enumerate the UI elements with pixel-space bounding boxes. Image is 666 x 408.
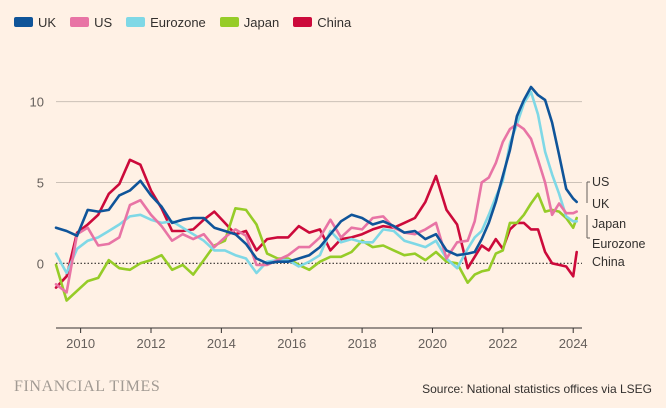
x-tick-label-2012: 2012	[137, 336, 166, 351]
x-tick-label-2024: 2024	[559, 336, 588, 351]
x-tick-label-2018: 2018	[348, 336, 377, 351]
x-tick-label-2010: 2010	[66, 336, 95, 351]
legend-swatch-china	[293, 17, 313, 27]
x-axis: 2010 2012 2014 2016 2018 2020 2022 2024	[56, 327, 588, 351]
end-label-us: US	[592, 175, 609, 189]
publisher-brand: FINANCIAL TIMES	[14, 378, 161, 395]
x-tick-label-2022: 2022	[488, 336, 517, 351]
legend-item-china: China	[293, 15, 351, 30]
end-label-japan: Japan	[592, 217, 626, 231]
x-tick-label-2016: 2016	[277, 336, 306, 351]
legend-label-uk: UK	[38, 14, 57, 30]
chart-legend: UK US Eurozone Japan China	[14, 12, 351, 32]
series-line-japan	[54, 192, 578, 302]
x-tick-label-2020: 2020	[418, 336, 447, 351]
legend-item-us: US	[70, 15, 112, 30]
end-label-eurozone: Eurozone	[592, 237, 646, 251]
legend-label-china: China	[317, 14, 352, 30]
end-label-china: China	[592, 255, 625, 269]
series-line-uk	[54, 85, 578, 265]
legend-label-us: US	[94, 14, 113, 30]
y-tick-label-0: 0	[37, 256, 44, 271]
end-labels: US UK Japan Eurozone China	[586, 175, 646, 269]
x-tick-label-2014: 2014	[207, 336, 236, 351]
legend-swatch-japan	[219, 17, 239, 27]
legend-label-eurozone: Eurozone	[150, 14, 206, 30]
y-tick-label-5: 5	[37, 175, 44, 190]
legend-item-uk: UK	[14, 15, 56, 30]
series-layer	[54, 85, 578, 302]
end-label-uk: UK	[592, 197, 610, 211]
legend-swatch-us	[70, 17, 90, 27]
legend-item-eurozone: Eurozone	[126, 15, 206, 30]
y-tick-label-10: 10	[30, 95, 44, 110]
legend-label-japan: Japan	[243, 14, 280, 30]
legend-swatch-eurozone	[126, 17, 146, 27]
source-note: Source: National statistics offices via …	[422, 382, 652, 396]
legend-item-japan: Japan	[219, 14, 280, 30]
legend-swatch-uk	[14, 17, 33, 27]
